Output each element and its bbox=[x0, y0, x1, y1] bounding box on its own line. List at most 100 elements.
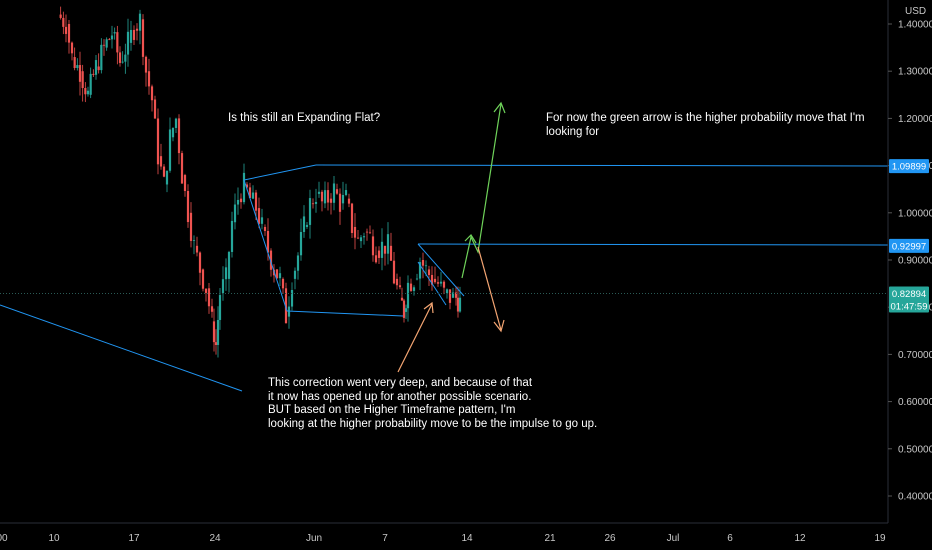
x-tick-label: 7 bbox=[382, 533, 388, 544]
candle-body bbox=[380, 241, 384, 258]
price-tag-bg bbox=[889, 159, 929, 174]
orange-arrow-path bbox=[477, 246, 502, 331]
candle-body bbox=[458, 297, 462, 312]
candle-body bbox=[406, 282, 410, 309]
candle-body bbox=[362, 236, 366, 238]
candle-body bbox=[218, 295, 222, 320]
candle-body bbox=[400, 297, 404, 301]
candle-body bbox=[377, 250, 381, 258]
candle-body bbox=[427, 269, 431, 275]
candle-body bbox=[108, 39, 111, 41]
candle-body bbox=[344, 190, 348, 196]
candle-body bbox=[402, 300, 406, 318]
candle-body bbox=[94, 60, 98, 75]
candle-body bbox=[308, 198, 312, 225]
candle-body bbox=[290, 289, 294, 307]
candle-body bbox=[221, 279, 225, 294]
price-axis[interactable]: 1.400001.300001.200001.100001.000000.900… bbox=[888, 20, 932, 503]
candle-body bbox=[421, 260, 425, 266]
candle-body bbox=[204, 288, 208, 293]
candle-body bbox=[442, 281, 446, 288]
candle-body bbox=[81, 71, 84, 89]
candle-body bbox=[338, 193, 342, 212]
candle-body bbox=[121, 61, 124, 63]
candle-body bbox=[171, 127, 175, 138]
candle-body bbox=[359, 237, 363, 242]
candle-body bbox=[302, 216, 306, 232]
time-axis[interactable]: 00 10 17 24 Jun 7 14 21 26 Jul 6 12 19 bbox=[0, 533, 886, 544]
green-arrow-small-head bbox=[464, 234, 477, 244]
candle-body bbox=[113, 32, 116, 34]
candle-body bbox=[230, 220, 234, 252]
candle-body bbox=[275, 269, 279, 279]
candle-body bbox=[374, 255, 378, 263]
candle-body bbox=[371, 236, 375, 256]
x-tick-label: 19 bbox=[874, 533, 886, 544]
candle-body bbox=[64, 26, 68, 34]
candle-body bbox=[102, 44, 106, 46]
candle-body bbox=[183, 175, 187, 191]
candle-body bbox=[59, 14, 62, 18]
x-tick-label: 17 bbox=[128, 533, 140, 544]
candle-body bbox=[192, 240, 196, 242]
candle-body bbox=[198, 252, 202, 273]
candle-body bbox=[404, 308, 408, 312]
annotation-expanding-flat: Is this still an Expanding Flat? bbox=[228, 112, 381, 124]
x-tick-label: 24 bbox=[209, 533, 221, 544]
candle-body bbox=[368, 232, 372, 234]
candle-body bbox=[456, 297, 460, 312]
y-tick-label: 0.60000 bbox=[898, 397, 932, 408]
candle-body bbox=[86, 90, 90, 95]
candle-body bbox=[415, 278, 419, 280]
price-tag-label: 0.92997 bbox=[892, 241, 926, 252]
price-tag-label: 0.82894 bbox=[892, 289, 926, 300]
candle-body bbox=[248, 187, 252, 198]
price-tag-label: 1.09899 bbox=[892, 162, 926, 173]
level-line-0-92997 bbox=[417, 243, 889, 246]
candle-body bbox=[445, 289, 449, 294]
candle-body bbox=[214, 342, 218, 345]
candle-body bbox=[207, 288, 211, 307]
candle-body bbox=[78, 65, 82, 82]
candle-body bbox=[62, 17, 65, 27]
candle-body bbox=[347, 198, 351, 204]
candle-body bbox=[177, 118, 181, 154]
candle-body bbox=[439, 281, 443, 284]
pointer-arrow-path bbox=[397, 303, 433, 373]
candle-body bbox=[257, 208, 261, 224]
candle-body bbox=[320, 191, 324, 202]
candle-body bbox=[150, 86, 154, 101]
arrows-layer bbox=[397, 101, 506, 373]
candle-body bbox=[356, 237, 360, 239]
candles-layer bbox=[59, 6, 462, 358]
candle-body bbox=[210, 306, 214, 312]
y-tick-label: 1.30000 bbox=[898, 67, 932, 78]
candle-body bbox=[395, 278, 399, 286]
countdown-label: 01:47:59 bbox=[891, 302, 928, 313]
candle-body bbox=[100, 44, 103, 71]
candle-body bbox=[76, 65, 79, 69]
candle-body bbox=[156, 118, 160, 165]
candle-body bbox=[180, 153, 184, 184]
pointer-arrow-head bbox=[423, 301, 434, 314]
x-tick-label: 00 bbox=[0, 533, 8, 544]
level-line-1-09899 bbox=[315, 164, 889, 167]
x-tick-label: 12 bbox=[794, 533, 806, 544]
green-arrow-path bbox=[461, 103, 502, 279]
candle-body bbox=[335, 189, 339, 194]
candle-body bbox=[168, 129, 172, 171]
candle-body bbox=[216, 319, 220, 345]
candle-body bbox=[174, 118, 178, 128]
candle-body bbox=[350, 203, 354, 234]
price-tag-bg bbox=[889, 286, 929, 313]
candle-body bbox=[332, 183, 336, 203]
candle-body bbox=[162, 166, 166, 177]
x-tick-label: Jul bbox=[667, 533, 680, 544]
candle-body bbox=[165, 170, 169, 185]
candle-body bbox=[236, 199, 240, 205]
candle-body bbox=[398, 285, 402, 288]
candle-body bbox=[70, 42, 74, 54]
candle-body bbox=[116, 32, 119, 53]
currency-label: USD bbox=[905, 6, 926, 17]
